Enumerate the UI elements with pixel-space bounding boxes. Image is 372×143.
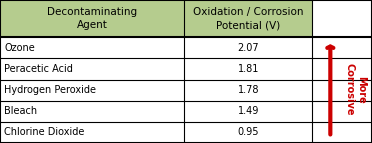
Bar — [312, 58, 372, 80]
Text: 2.07: 2.07 — [237, 43, 259, 53]
Bar — [184, 0, 312, 37]
Bar — [312, 122, 372, 143]
Bar — [312, 0, 372, 37]
Bar — [184, 80, 312, 101]
Text: 1.49: 1.49 — [238, 106, 259, 116]
Text: 1.78: 1.78 — [238, 85, 259, 95]
Text: Ozone: Ozone — [4, 43, 35, 53]
Bar — [0, 80, 184, 101]
Bar — [184, 37, 312, 58]
Text: 0.95: 0.95 — [238, 127, 259, 137]
Text: Decontaminating
Agent: Decontaminating Agent — [47, 7, 137, 30]
Text: Oxidation / Corrosion
Potential (V): Oxidation / Corrosion Potential (V) — [193, 7, 304, 30]
Bar — [0, 37, 184, 58]
Text: Chlorine Dioxide: Chlorine Dioxide — [4, 127, 85, 137]
Text: Hydrogen Peroxide: Hydrogen Peroxide — [4, 85, 96, 95]
Text: Peracetic Acid: Peracetic Acid — [4, 64, 73, 74]
Bar — [0, 58, 184, 80]
Bar — [0, 0, 184, 37]
Text: Bleach: Bleach — [4, 106, 38, 116]
Bar — [312, 37, 372, 58]
Text: More
Corrosive: More Corrosive — [344, 63, 366, 116]
Bar — [184, 122, 312, 143]
Bar — [184, 58, 312, 80]
Bar — [0, 101, 184, 122]
Bar — [0, 122, 184, 143]
Bar — [312, 80, 372, 101]
Bar — [312, 101, 372, 122]
Text: 1.81: 1.81 — [238, 64, 259, 74]
Bar — [184, 101, 312, 122]
